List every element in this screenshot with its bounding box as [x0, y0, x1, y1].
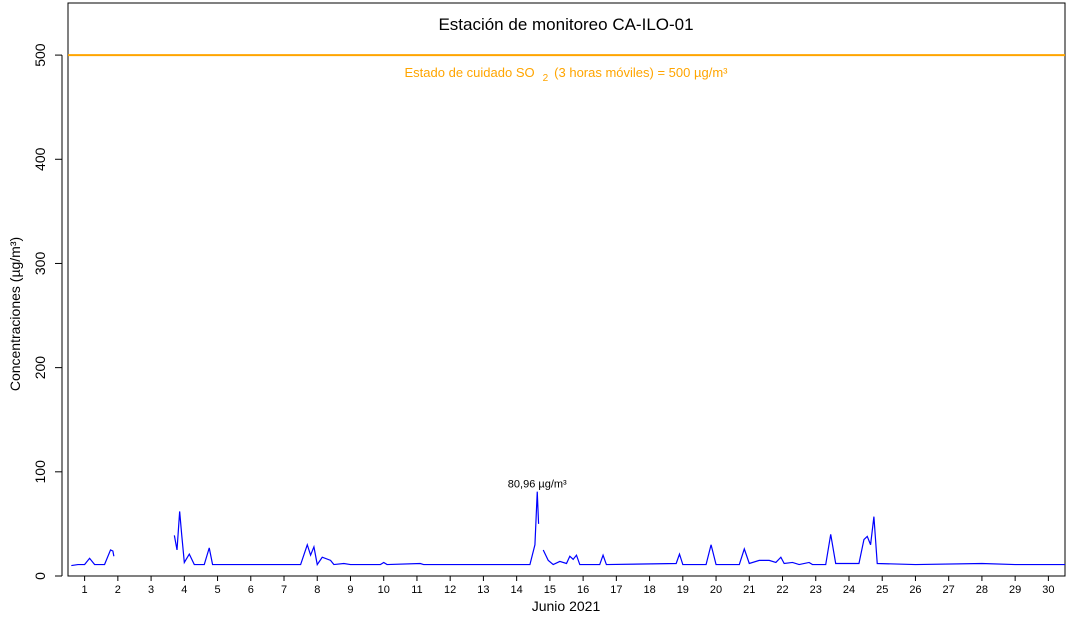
y-tick-label: 500 [32, 43, 48, 67]
x-tick-label: 12 [444, 584, 456, 596]
x-axis-label: Junio 2021 [532, 598, 601, 614]
y-tick-label: 200 [32, 356, 48, 380]
threshold-label: Estado de cuidado SO 2 (3 horas móviles) =… [405, 65, 729, 84]
x-tick-label: 21 [743, 584, 755, 596]
peak-annotation: 80,96 µg/m³ [508, 479, 567, 491]
x-tick-label: 9 [347, 584, 353, 596]
x-tick-label: 20 [710, 584, 722, 596]
x-tick-label: 24 [843, 584, 855, 596]
x-tick-label: 5 [214, 584, 220, 596]
x-tick-label: 30 [1042, 584, 1054, 596]
x-tick-label: 18 [643, 584, 655, 596]
x-tick-label: 27 [943, 584, 955, 596]
x-tick-label: 19 [677, 584, 689, 596]
y-tick-label: 300 [32, 252, 48, 276]
chart-title: Estación de monitoreo CA-ILO-01 [438, 15, 693, 34]
x-tick-label: 15 [544, 584, 556, 596]
x-tick-label: 28 [976, 584, 988, 596]
x-tick-label: 3 [148, 584, 154, 596]
x-tick-label: 26 [909, 584, 921, 596]
x-tick-label: 23 [810, 584, 822, 596]
series-line [71, 491, 1065, 567]
x-tick-label: 7 [281, 584, 287, 596]
x-tick-label: 11 [411, 584, 422, 596]
x-tick-label: 14 [511, 584, 523, 596]
threshold-label-sub: 2 [543, 73, 549, 84]
x-tick-label: 8 [314, 584, 320, 596]
x-tick-label: 22 [776, 584, 788, 596]
y-axis-label: Concentraciones (µg/m³) [7, 237, 23, 391]
x-tick-label: 25 [876, 584, 888, 596]
y-tick-label: 400 [32, 147, 48, 171]
y-tick-label: 100 [32, 460, 48, 484]
threshold-label-rest: (3 horas móviles) = 500 µg/m³ [554, 65, 728, 80]
x-tick-label: 17 [610, 584, 622, 596]
x-tick-label: 29 [1009, 584, 1021, 596]
y-tick-label: 0 [32, 572, 48, 580]
x-tick-label: 6 [248, 584, 254, 596]
x-tick-label: 1 [82, 584, 88, 596]
x-tick-label: 4 [181, 584, 187, 596]
x-tick-label: 16 [577, 584, 589, 596]
x-tick-label: 13 [477, 584, 489, 596]
plot-frame [67, 2, 1066, 577]
x-tick-label: 10 [378, 584, 390, 596]
threshold-label-main: Estado de cuidado SO [405, 65, 535, 80]
x-tick-label: 2 [115, 584, 121, 596]
